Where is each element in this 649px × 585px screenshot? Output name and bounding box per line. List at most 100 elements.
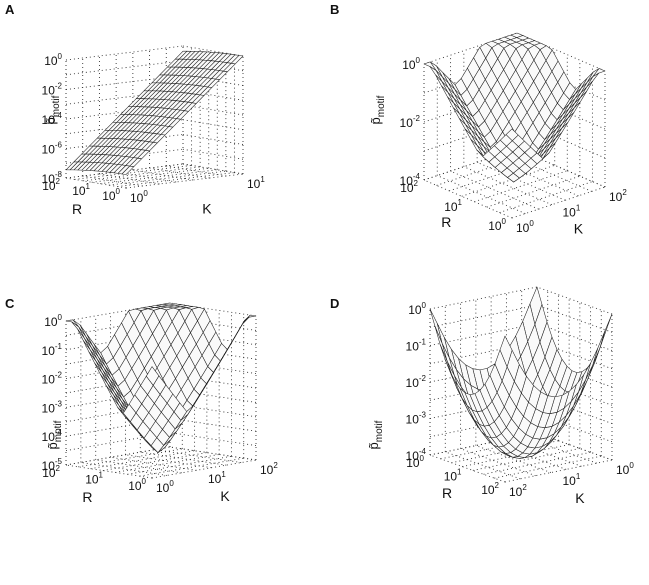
svg-text:100: 100: [102, 187, 120, 203]
k-tick-label: 101: [247, 175, 265, 191]
r-axis-label: R: [72, 201, 82, 217]
z-tick-label: 10-2: [42, 82, 63, 98]
svg-text:102: 102: [609, 188, 627, 204]
svg-text:10-4: 10-4: [42, 111, 63, 127]
surface-mesh: [65, 302, 257, 453]
z-tick-label: 10-8: [42, 170, 63, 186]
svg-text:101: 101: [563, 204, 581, 220]
svg-text:100: 100: [128, 477, 146, 493]
k-tick-label: 100: [516, 219, 534, 235]
z-axis-label: p̃motif: [368, 95, 387, 124]
svg-text:100: 100: [488, 217, 506, 233]
z-axis-label: p̃motif: [43, 95, 62, 124]
z-tick-label: 10-2: [406, 374, 427, 390]
z-axis-label: p̃motif: [366, 420, 385, 449]
surface-facet: [499, 335, 513, 368]
panel-letter: B: [330, 2, 339, 17]
r-tick-label: 101: [444, 198, 462, 214]
surface-mesh: [429, 286, 613, 459]
panel-letter: D: [330, 296, 339, 311]
z-tick-label: 10-3: [42, 399, 63, 415]
k-axis-label: K: [574, 220, 584, 236]
panel-letter: A: [5, 2, 15, 17]
z-tick-label: 10-2: [42, 371, 63, 387]
svg-text:10-4: 10-4: [400, 172, 421, 188]
panel-d: D 100 10-1 10-2 10-3 10-4 p̃motif 100 101 102 102 1…: [330, 286, 634, 506]
panel-c: C 100 10-1 10-2 10-3 10-4 10-5 p̃motif 102 101 100…: [5, 296, 278, 505]
svg-text:100: 100: [516, 219, 534, 235]
k-tick-label: 100: [130, 189, 148, 205]
z-tick-label: 10-4: [406, 447, 427, 463]
svg-text:10-1: 10-1: [42, 342, 63, 358]
svg-text:100: 100: [156, 479, 174, 495]
r-tick-label: 102: [42, 177, 60, 193]
surface-facet: [429, 308, 443, 344]
svg-text:100: 100: [402, 56, 420, 72]
svg-text:10-4: 10-4: [42, 428, 63, 444]
r-axis-label: R: [441, 214, 451, 230]
z-tick-label: 10-1: [406, 338, 427, 354]
svg-text:101: 101: [208, 470, 226, 486]
svg-text:101: 101: [444, 468, 462, 484]
r-tick-label: 101: [72, 182, 90, 198]
surface-facet: [146, 366, 160, 386]
svg-text:100: 100: [44, 313, 62, 329]
svg-text:102: 102: [42, 177, 60, 193]
svg-text:10-3: 10-3: [42, 399, 63, 415]
k-tick-label: 102: [509, 483, 527, 499]
surface-facet: [236, 316, 250, 335]
svg-text:101: 101: [247, 175, 265, 191]
svg-text:10-2: 10-2: [406, 374, 427, 390]
k-axis-label: K: [575, 490, 585, 506]
k-tick-label: 100: [156, 479, 174, 495]
svg-text:102: 102: [42, 464, 60, 480]
z-tick-label: 100: [408, 301, 426, 317]
svg-text:10-2: 10-2: [400, 114, 421, 130]
k-tick-label: 102: [260, 461, 278, 477]
z-tick-label: 10-3: [406, 411, 427, 427]
z-tick-label: 100: [44, 52, 62, 68]
z-tick-label: 10-4: [42, 428, 63, 444]
z-tick-label: 10-6: [42, 141, 63, 157]
surface-facet: [505, 128, 519, 141]
svg-text:10-2: 10-2: [42, 82, 63, 98]
svg-text:10-1: 10-1: [406, 338, 427, 354]
z-tick-label: 10-4: [42, 111, 63, 127]
surface-facet: [121, 165, 135, 175]
k-axis-label: K: [220, 488, 230, 504]
surface-mesh: [65, 50, 244, 175]
svg-text:102: 102: [481, 481, 499, 497]
svg-text:101: 101: [444, 198, 462, 214]
panel-a: A 100 10-2 10-4 10-6 10-8 p̃motif 102 101 100 100 1…: [5, 2, 265, 217]
svg-text:10-8: 10-8: [42, 170, 63, 186]
svg-text:10-3: 10-3: [406, 411, 427, 427]
panel-letter: C: [5, 296, 15, 311]
svg-text:101: 101: [72, 182, 90, 198]
k-axis-label: K: [202, 201, 212, 217]
svg-text:100: 100: [406, 454, 424, 470]
z-tick-label: 10-1: [42, 342, 63, 358]
surface-facet: [592, 330, 606, 366]
svg-text:100: 100: [44, 52, 62, 68]
z-axis-label: p̃motif: [45, 420, 64, 449]
k-tick-label: 101: [563, 204, 581, 220]
svg-text:100: 100: [130, 189, 148, 205]
z-tick-label: 10-2: [400, 114, 421, 130]
r-tick-label: 100: [406, 454, 424, 470]
z-tick-label: 100: [44, 313, 62, 329]
svg-text:101: 101: [563, 472, 581, 488]
k-tick-label: 101: [208, 470, 226, 486]
r-tick-label: 102: [42, 464, 60, 480]
svg-text:10-2: 10-2: [42, 371, 63, 387]
z-tick-label: 10-4: [400, 172, 421, 188]
svg-text:102: 102: [400, 179, 418, 195]
k-tick-label: 101: [563, 472, 581, 488]
k-tick-label: 102: [609, 188, 627, 204]
z-tick-label: 10-5: [42, 457, 63, 473]
svg-text:100: 100: [408, 301, 426, 317]
r-tick-label: 100: [102, 187, 120, 203]
r-tick-label: 102: [481, 481, 499, 497]
surface-facet: [599, 313, 613, 349]
r-axis-label: R: [442, 485, 452, 501]
